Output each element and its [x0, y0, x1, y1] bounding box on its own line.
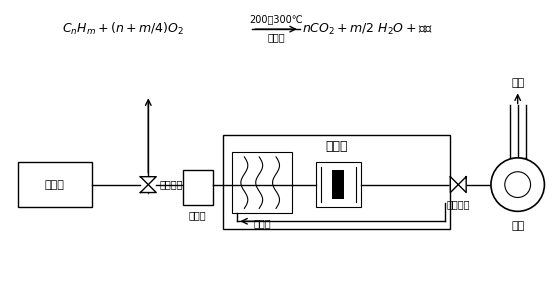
Text: 阻火器: 阻火器: [189, 210, 206, 220]
Text: 催化剂: 催化剂: [267, 32, 285, 42]
Polygon shape: [458, 177, 466, 192]
Bar: [316, 162, 361, 208]
Bar: [223, 135, 450, 229]
Text: 排放: 排放: [511, 78, 525, 88]
Circle shape: [491, 158, 545, 211]
Text: 200－300℃: 200－300℃: [249, 14, 303, 24]
Bar: [183, 170, 213, 205]
Polygon shape: [450, 177, 458, 192]
Text: 排空阀门: 排空阀门: [159, 179, 182, 190]
Polygon shape: [141, 177, 156, 185]
Bar: [333, 170, 344, 199]
Bar: [17, 162, 92, 208]
Text: $\mathit{nCO_2}+\mathit{m}/2\ \mathit{H_2O}+$热量: $\mathit{nCO_2}+\mathit{m}/2\ \mathit{H_…: [302, 22, 432, 37]
Text: 催化室: 催化室: [325, 140, 348, 153]
Polygon shape: [141, 185, 156, 192]
Text: 废气源: 废气源: [45, 179, 65, 190]
Bar: [233, 152, 292, 213]
Text: 风机: 风机: [511, 221, 525, 231]
Text: 换热器: 换热器: [253, 218, 271, 228]
Text: $\mathit{C_nH_m}+(n+\mathit{m}/4)\mathit{O_2}$: $\mathit{C_nH_m}+(n+\mathit{m}/4)\mathit…: [62, 21, 184, 37]
Text: 排空阀门: 排空阀门: [446, 199, 470, 210]
